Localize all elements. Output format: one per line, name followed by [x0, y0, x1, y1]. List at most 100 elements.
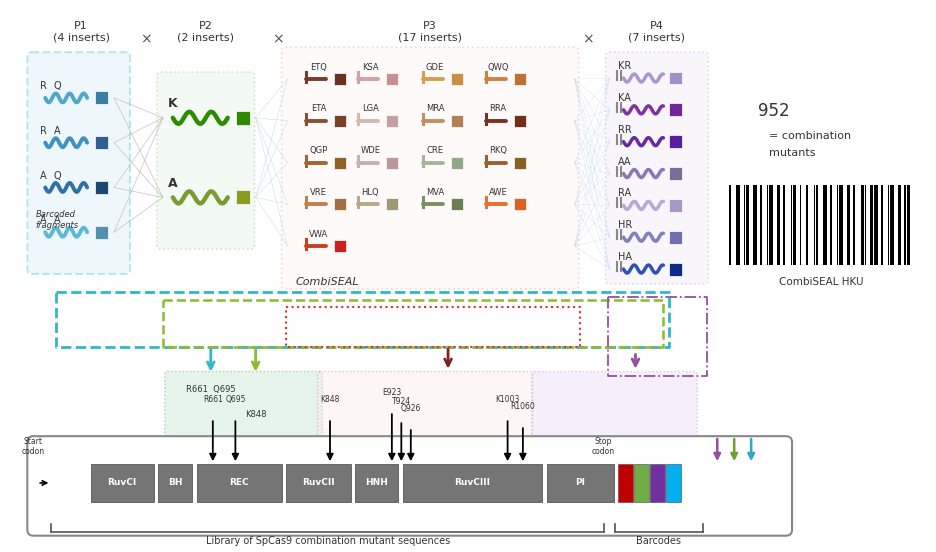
Bar — [334, 157, 346, 168]
Bar — [387, 198, 398, 210]
Text: K1003: K1003 — [495, 395, 519, 405]
Bar — [874, 185, 878, 265]
Bar — [387, 115, 398, 127]
Bar — [907, 185, 910, 265]
Text: Q: Q — [53, 171, 61, 181]
Bar — [753, 185, 757, 265]
Text: ×: × — [271, 32, 284, 46]
Text: RR: RR — [618, 125, 631, 135]
Bar — [236, 190, 250, 204]
Text: KA: KA — [618, 93, 631, 103]
Bar — [95, 181, 108, 194]
Text: WDE: WDE — [360, 146, 380, 155]
Text: K848: K848 — [245, 410, 267, 419]
Bar — [334, 115, 346, 127]
Text: ETA: ETA — [311, 104, 326, 113]
Bar — [903, 185, 906, 265]
FancyBboxPatch shape — [27, 436, 792, 535]
Bar — [334, 73, 346, 85]
Text: Barcodes: Barcodes — [636, 535, 681, 546]
Bar — [334, 198, 346, 210]
Text: R1060: R1060 — [510, 402, 535, 411]
Text: Stop
codon: Stop codon — [592, 437, 615, 456]
Bar — [823, 185, 826, 265]
Text: LGA: LGA — [362, 104, 379, 113]
Bar — [887, 185, 889, 265]
Text: CRE: CRE — [427, 146, 444, 155]
Bar — [514, 115, 526, 127]
Text: KSA: KSA — [362, 62, 378, 72]
Text: R: R — [40, 81, 47, 91]
Text: HR: HR — [618, 220, 632, 230]
Bar — [451, 73, 463, 85]
Text: K: K — [168, 97, 178, 110]
Text: A: A — [40, 215, 47, 225]
FancyBboxPatch shape — [165, 371, 322, 467]
Bar — [865, 185, 866, 265]
Bar — [514, 157, 526, 168]
Bar — [666, 464, 681, 502]
Bar — [635, 464, 650, 502]
Bar — [669, 167, 681, 180]
Bar — [651, 464, 665, 502]
Text: Library of SpCas9 combination mutant sequences: Library of SpCas9 combination mutant seq… — [206, 535, 450, 546]
Bar — [729, 185, 731, 265]
Text: R661  Q695: R661 Q695 — [186, 385, 236, 394]
Text: T924: T924 — [392, 397, 411, 406]
Text: Start
codon: Start codon — [22, 437, 45, 456]
Bar — [91, 464, 154, 502]
Text: PI: PI — [576, 479, 585, 487]
Text: P3
(17 inserts): P3 (17 inserts) — [398, 22, 462, 43]
Bar — [898, 185, 900, 265]
Bar — [387, 157, 398, 168]
Text: A: A — [54, 215, 61, 225]
FancyBboxPatch shape — [27, 52, 130, 274]
Bar — [669, 199, 681, 212]
Text: Barcoded
fragments: Barcoded fragments — [36, 210, 79, 230]
Text: REC: REC — [229, 479, 249, 487]
FancyBboxPatch shape — [157, 72, 255, 249]
Bar — [737, 185, 740, 265]
Text: P1
(4 inserts): P1 (4 inserts) — [52, 22, 110, 43]
Text: HA: HA — [618, 252, 632, 262]
Bar — [387, 73, 398, 85]
Bar — [669, 231, 681, 243]
Text: P4
(7 inserts): P4 (7 inserts) — [628, 22, 685, 43]
Text: RuvCIII: RuvCIII — [455, 479, 490, 487]
Text: P2
(2 inserts): P2 (2 inserts) — [177, 22, 234, 43]
Text: QGP: QGP — [309, 146, 328, 155]
Text: Q695: Q695 — [226, 395, 245, 405]
Bar — [334, 240, 346, 252]
Text: R661: R661 — [203, 395, 223, 405]
Bar — [618, 464, 633, 502]
Bar — [853, 185, 855, 265]
Text: HLQ: HLQ — [361, 188, 379, 197]
Text: RuvCI: RuvCI — [108, 479, 137, 487]
Text: RRA: RRA — [490, 104, 506, 113]
Bar — [197, 464, 282, 502]
Text: Q926: Q926 — [401, 404, 421, 413]
Text: CombiSEAL HKU: CombiSEAL HKU — [779, 277, 864, 287]
Bar — [547, 464, 614, 502]
Text: K848: K848 — [320, 395, 340, 405]
Text: A: A — [54, 126, 61, 136]
Text: GDE: GDE — [426, 62, 445, 72]
Bar — [837, 185, 838, 265]
Text: ×: × — [140, 32, 152, 46]
Text: 952: 952 — [758, 102, 790, 120]
Bar — [514, 198, 526, 210]
Text: Q: Q — [53, 81, 61, 91]
Text: R: R — [40, 126, 47, 136]
Bar — [669, 103, 681, 116]
FancyBboxPatch shape — [532, 371, 697, 467]
Bar — [746, 185, 749, 265]
Bar — [800, 185, 801, 265]
Bar — [451, 115, 463, 127]
Text: AA: AA — [618, 157, 631, 167]
Bar — [870, 185, 872, 265]
Bar — [890, 185, 894, 265]
Text: A: A — [40, 171, 47, 181]
Text: VRE: VRE — [310, 188, 327, 197]
Bar — [793, 185, 796, 265]
Text: CombiSEAL: CombiSEAL — [296, 277, 359, 287]
